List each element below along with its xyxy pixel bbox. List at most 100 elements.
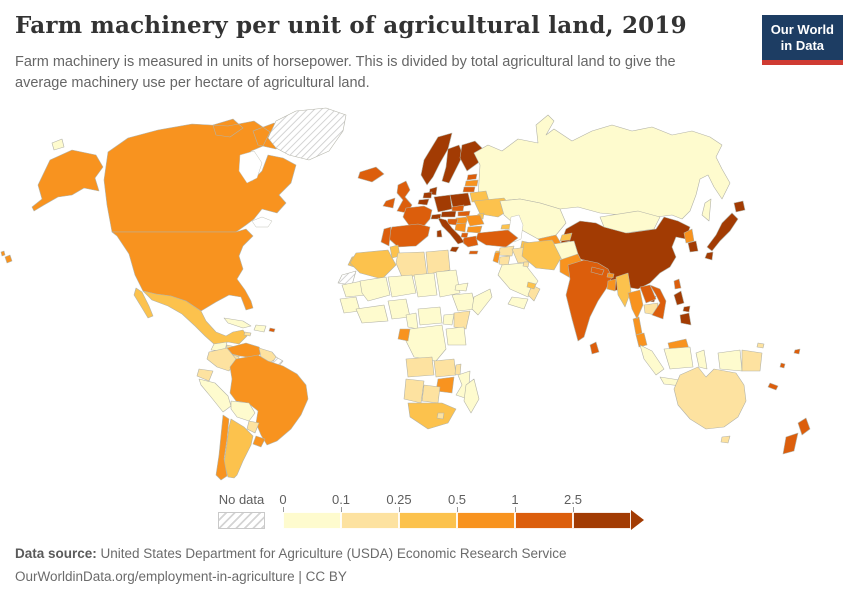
country-uae[interactable] (526, 281, 537, 290)
country-dr-congo[interactable] (405, 324, 447, 362)
country-kenya[interactable] (453, 310, 471, 330)
country-lesotho[interactable] (436, 412, 445, 420)
country-belgium[interactable] (417, 198, 430, 206)
country-estonia[interactable] (466, 173, 478, 181)
country-latvia[interactable] (464, 179, 479, 187)
legend-band-1[interactable] (283, 512, 341, 529)
country-netherlands[interactable] (422, 191, 433, 199)
country-iceland[interactable] (357, 166, 385, 183)
legend-band-2[interactable] (341, 512, 399, 529)
country-greenland[interactable] (267, 107, 347, 161)
country-norway[interactable] (420, 132, 453, 186)
country-new-zealand[interactable] (782, 417, 811, 455)
country-mali[interactable] (359, 276, 391, 302)
country-peru[interactable] (198, 378, 232, 413)
country-united-states[interactable] (0, 149, 254, 312)
country-paraguay[interactable] (246, 420, 260, 434)
country-ireland[interactable] (382, 197, 396, 209)
country-vanuatu[interactable] (779, 362, 786, 369)
owid-logo[interactable]: Our World in Data (761, 15, 843, 65)
country-lithuania[interactable] (462, 186, 476, 193)
legend-band-6[interactable] (573, 512, 631, 529)
country-india[interactable] (565, 259, 613, 342)
country-sudan[interactable] (435, 269, 461, 298)
country-argentina[interactable] (223, 418, 254, 479)
country-japan[interactable] (704, 200, 746, 261)
country-iran[interactable] (521, 239, 563, 271)
country-jamaica[interactable] (243, 331, 252, 337)
owid-link[interactable]: OurWorldinData.org/employment-in-agricul… (15, 568, 347, 584)
country-finland[interactable] (459, 140, 484, 172)
country-greece[interactable] (461, 235, 479, 255)
country-solomon-islands[interactable] (756, 342, 765, 349)
legend-band-3[interactable] (399, 512, 457, 529)
country-russia[interactable] (51, 114, 731, 222)
country-guyana[interactable] (258, 347, 278, 364)
country-bhutan[interactable] (606, 272, 615, 279)
country-angola[interactable] (405, 356, 435, 378)
country-portugal[interactable] (380, 226, 392, 247)
country-slovakia[interactable] (457, 210, 471, 217)
country-cuba[interactable] (223, 317, 252, 329)
country-mongolia[interactable] (599, 210, 661, 234)
country-central-african-republic[interactable] (417, 306, 443, 326)
country-laos[interactable] (639, 284, 657, 304)
country-somalia[interactable] (471, 288, 493, 316)
country-oman[interactable] (527, 284, 541, 302)
country-niger[interactable] (387, 274, 417, 298)
country-chad[interactable] (413, 272, 438, 298)
country-papua-new-guinea[interactable] (741, 349, 763, 372)
country-italy[interactable] (436, 217, 465, 253)
country-austria[interactable] (440, 210, 457, 218)
country-thailand[interactable] (627, 289, 644, 336)
country-yemen[interactable] (507, 296, 529, 310)
country-eritrea[interactable] (454, 282, 469, 292)
country-syria[interactable] (498, 245, 515, 257)
country-nepal[interactable] (590, 266, 605, 276)
country-poland[interactable] (449, 192, 472, 209)
country-kyrgyzstan[interactable] (559, 232, 573, 242)
legend-band-5[interactable] (515, 512, 573, 529)
country-kuwait[interactable] (522, 261, 530, 268)
country-namibia[interactable] (403, 378, 425, 404)
country-libya[interactable] (395, 251, 428, 278)
country-sweden[interactable] (441, 144, 464, 184)
country-south-africa[interactable] (407, 402, 457, 430)
country-fiji[interactable] (793, 348, 801, 355)
country-chile[interactable] (215, 414, 230, 481)
country-dominican-republic[interactable] (253, 324, 267, 333)
country-malawi[interactable] (454, 363, 462, 376)
country-sri-lanka[interactable] (589, 341, 600, 355)
country-madagascar[interactable] (463, 378, 480, 414)
country-botswana[interactable] (421, 384, 441, 404)
country-ghana[interactable] (355, 304, 389, 324)
country-serbia[interactable] (454, 222, 467, 233)
legend-band-4[interactable] (457, 512, 515, 529)
country-philippines[interactable] (673, 290, 692, 326)
country-canada[interactable] (103, 118, 297, 233)
country-egypt[interactable] (425, 249, 451, 275)
country-vietnam[interactable] (649, 284, 667, 320)
country-zambia[interactable] (433, 358, 457, 378)
country-algeria[interactable] (349, 249, 397, 280)
country-bulgaria[interactable] (466, 225, 483, 234)
country-cameroon[interactable] (405, 312, 419, 330)
country-uruguay[interactable] (252, 435, 266, 448)
country-new-caledonia[interactable] (767, 382, 779, 391)
country-brazil[interactable] (229, 354, 309, 446)
country-puerto-rico[interactable] (268, 327, 276, 333)
country-czechia[interactable] (451, 204, 465, 212)
country-bangladesh[interactable] (606, 278, 617, 292)
country-france[interactable] (402, 205, 433, 229)
country-australia[interactable] (673, 366, 747, 444)
country-ecuador[interactable] (196, 368, 214, 382)
legend-no-data-swatch[interactable] (218, 512, 265, 529)
country-gabon[interactable] (397, 328, 411, 342)
country-tanzania[interactable] (445, 326, 467, 346)
country-israel[interactable] (492, 251, 501, 264)
country-myanmar[interactable] (615, 272, 632, 308)
country-venezuela[interactable] (226, 342, 264, 359)
country-south-korea[interactable] (687, 240, 699, 253)
country-romania[interactable] (465, 214, 485, 227)
country-taiwan[interactable] (673, 278, 682, 290)
